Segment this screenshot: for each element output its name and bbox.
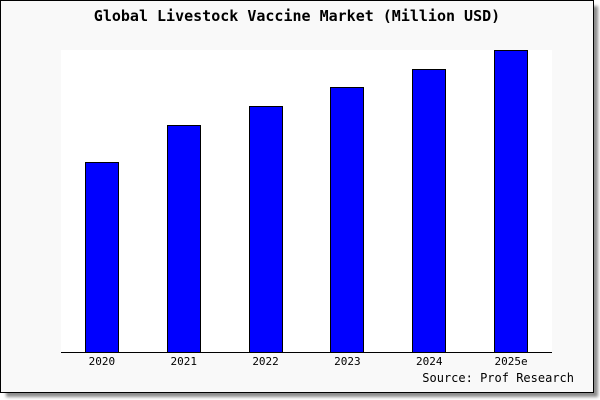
bar-2025e (494, 50, 529, 352)
plot-area (61, 50, 552, 353)
bar-2024 (412, 69, 447, 352)
bar-slot (306, 50, 388, 352)
bar-slot (470, 50, 552, 352)
bar-slot (61, 50, 143, 352)
bar-slot (143, 50, 225, 352)
x-axis-label-2024: 2024 (415, 355, 443, 368)
x-axis-label-2020: 2020 (88, 355, 116, 368)
source-text: Source: Prof Research (422, 371, 574, 385)
chart-title: Global Livestock Vaccine Market (Million… (93, 7, 501, 25)
chart-frame: Global Livestock Vaccine Market (Million… (0, 0, 594, 393)
bar-slot (225, 50, 307, 352)
x-axis-label-2025e: 2025e (494, 355, 528, 368)
x-axis-label-2023: 2023 (334, 355, 361, 368)
bar-2022 (248, 106, 283, 352)
bar-2020 (84, 162, 119, 352)
x-axis-label-2021: 2021 (170, 355, 197, 368)
bar-2023 (330, 87, 365, 352)
x-axis-labels: 2020 2021 2022 2023 2024 2025e (61, 355, 552, 368)
bar-slot (388, 50, 470, 352)
x-axis-label-2022: 2022 (252, 355, 279, 368)
bar-2021 (166, 125, 201, 352)
